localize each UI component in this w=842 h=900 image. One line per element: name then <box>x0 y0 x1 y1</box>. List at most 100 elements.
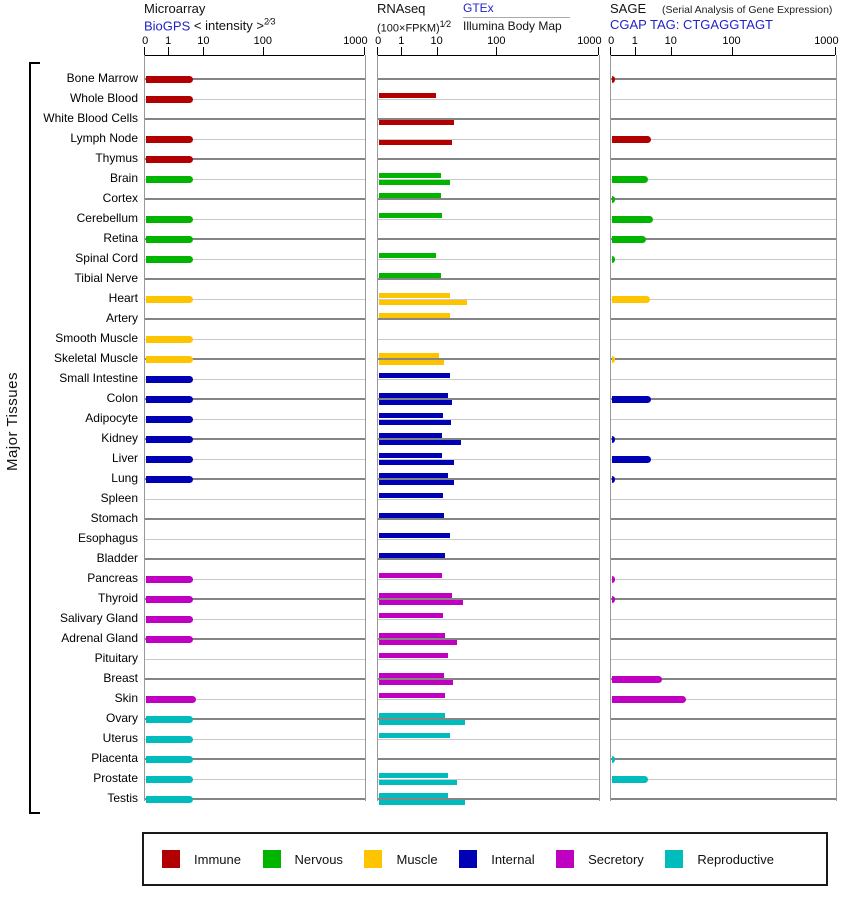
row-gridline <box>145 638 365 640</box>
row-gridline <box>145 358 365 360</box>
row-gridline <box>378 678 599 680</box>
row-gridline <box>378 139 599 140</box>
expression-bar-illumina <box>379 460 454 465</box>
row-gridline <box>611 339 836 340</box>
tissue-label: Bone Marrow <box>66 71 138 85</box>
rnaseq-scale-label: (100×FPKM)1⁄2 <box>377 19 452 35</box>
sage-panel: SAGE (Serial Analysis of Gene Expression… <box>608 0 839 802</box>
expression-bar <box>146 416 193 423</box>
axis-tick-label: 100 <box>487 35 506 47</box>
row-gridline <box>378 758 599 760</box>
legend-label: Internal <box>491 851 535 867</box>
row-gridline <box>145 158 365 160</box>
row-gridline <box>378 379 599 380</box>
expression-bar-gtex <box>379 693 445 698</box>
legend-item: Reproductive <box>665 850 774 868</box>
expression-bar <box>146 236 193 243</box>
row-gridline <box>378 99 599 100</box>
expression-bar-gtex <box>379 593 452 598</box>
expression-bar-gtex <box>379 373 450 378</box>
row-gridline <box>611 318 836 320</box>
row-gridline <box>378 339 599 340</box>
tissue-label: Uterus <box>102 731 138 745</box>
expression-bar-gtex <box>379 93 436 98</box>
tissue-label: Prostate <box>93 771 138 785</box>
tissue-label: Brain <box>109 171 138 185</box>
tissue-label: Smooth Muscle <box>55 331 138 345</box>
gtex-link[interactable]: GTEx <box>463 1 494 15</box>
row-gridline <box>611 798 836 800</box>
row-gridline <box>145 179 365 180</box>
tissue-label: White Blood Cells <box>43 111 138 125</box>
expression-bar <box>146 136 193 143</box>
tissue-label: Thymus <box>95 151 138 165</box>
legend-color-swatch <box>162 850 180 868</box>
expression-bar <box>146 156 193 163</box>
row-gridline <box>378 558 599 560</box>
expression-bar <box>146 616 193 623</box>
row-gridline <box>611 459 836 460</box>
expression-bar-gtex <box>379 293 450 298</box>
tissue-label: Retina <box>103 231 138 245</box>
axis-tick <box>610 47 611 55</box>
row-gridline <box>378 158 599 160</box>
tissue-label: Testis <box>107 791 138 805</box>
row-gridline <box>145 198 365 200</box>
tissue-label-column: Bone Marrow Whole Blood White Blood Cells L… <box>34 68 138 808</box>
row-gridline <box>145 219 365 220</box>
expression-bar <box>146 96 193 103</box>
expression-bar-illumina <box>379 800 465 805</box>
tissue-label: Colon <box>106 391 138 405</box>
row-gridline <box>611 219 836 220</box>
tissue-label: Kidney <box>101 431 138 445</box>
expression-bar-illumina <box>379 480 454 485</box>
rnaseq-scale-exponent: 1⁄2 <box>439 19 452 29</box>
expression-bar-illumina <box>379 360 444 365</box>
expression-bar <box>612 476 615 483</box>
expression-bar <box>612 676 662 683</box>
row-gridline <box>378 318 599 320</box>
sage-plot <box>610 55 837 801</box>
axis-tick-label: 10 <box>664 35 677 47</box>
illumina-body-map-label: Illumina Body Map <box>463 19 562 33</box>
expression-bar <box>146 296 193 303</box>
legend-item: Secretory <box>556 850 644 868</box>
row-gridline <box>611 478 836 480</box>
row-gridline <box>145 78 365 80</box>
expression-bar-gtex <box>379 273 441 278</box>
axis-tick-label: 0 <box>375 35 382 47</box>
row-gridline <box>378 619 599 620</box>
row-gridline <box>611 179 836 180</box>
expression-bar <box>612 256 615 263</box>
cgap-tag-link[interactable]: CGAP TAG: CTGAGGTAGT <box>610 17 774 32</box>
axis-tick <box>496 47 498 55</box>
row-gridline <box>145 558 365 560</box>
expression-bar <box>612 696 686 703</box>
legend-label: Nervous <box>294 851 343 867</box>
row-gridline <box>378 78 599 80</box>
axis-tick <box>262 47 264 55</box>
biogps-link[interactable]: BioGPS <box>144 18 191 34</box>
row-gridline <box>145 259 365 260</box>
expression-bar <box>612 576 615 583</box>
row-gridline <box>611 158 836 160</box>
row-gridline <box>378 398 599 400</box>
row-gridline <box>145 478 365 480</box>
axis-tick <box>364 47 365 55</box>
row-gridline <box>611 78 836 80</box>
expression-bar <box>146 796 193 803</box>
row-gridline <box>145 99 365 100</box>
row-gridline <box>145 278 365 280</box>
expression-bar <box>146 596 193 603</box>
row-gridline <box>145 318 365 320</box>
row-gridline <box>145 718 365 720</box>
row-gridline <box>378 118 599 120</box>
expression-bar-gtex <box>379 433 442 438</box>
legend-color-swatch <box>665 850 684 868</box>
expression-bar-gtex <box>379 173 441 178</box>
row-gridline <box>611 118 836 120</box>
row-gridline <box>145 598 365 600</box>
row-gridline <box>378 438 599 440</box>
expression-bar-gtex <box>379 393 448 398</box>
axis-tick <box>401 47 403 55</box>
